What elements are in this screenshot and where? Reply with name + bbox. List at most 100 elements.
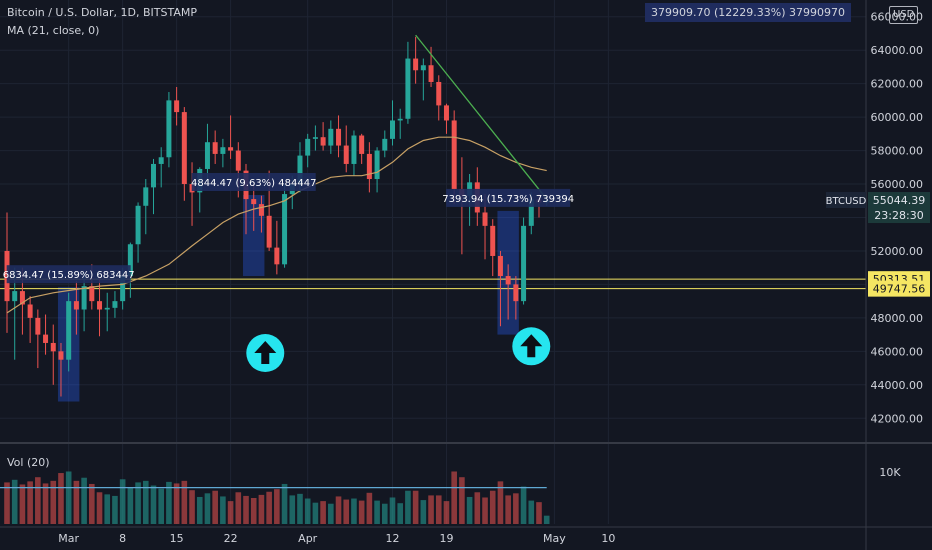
countdown-label: 23:28:30 (874, 209, 923, 222)
measurement-label-bg (446, 188, 571, 207)
y-tick-label: 42000.00 (871, 412, 924, 425)
volume-bar (412, 490, 419, 524)
volume-bar (335, 496, 342, 524)
volume-bar (420, 500, 427, 524)
candle-body (235, 150, 241, 171)
candle-body (212, 142, 218, 154)
volume-bar (235, 492, 242, 524)
x-tick-label: 15 (170, 532, 184, 545)
volume-bar (19, 484, 26, 524)
candle-body (204, 142, 210, 169)
volume-bar (158, 488, 164, 524)
volume-bar (227, 501, 234, 524)
candle-body (305, 138, 311, 156)
symbol-tag-label: BTCUSD (826, 196, 867, 207)
measurement-labels: 6834.47 (15.89%) 683447 4844.47 (9.63%) 4… (3, 173, 574, 284)
candle-body (382, 138, 388, 151)
candle-body (12, 291, 18, 302)
arrow-annotations[interactable] (246, 327, 551, 373)
y-tick-label: 48000.00 (871, 312, 924, 325)
candle-body (443, 105, 449, 121)
candle-body (251, 199, 257, 205)
y-tick-label: 58000.00 (871, 145, 924, 158)
candle-body (343, 145, 349, 164)
volume-bar (366, 492, 373, 524)
trendline-segment (415, 34, 548, 200)
candle-body (320, 137, 326, 146)
measurement-label: 6834.47 (15.89%) 683447 (3, 270, 135, 281)
volume-bar (96, 492, 103, 524)
volume-bar (35, 477, 41, 524)
volume-bar (142, 480, 149, 524)
volume-bar (135, 482, 141, 524)
candle-body (390, 120, 395, 139)
measurement-label: 7393.94 (15.73%) 739394 (442, 194, 574, 205)
volume-bar (50, 480, 57, 524)
up-arrow-icon[interactable] (246, 334, 285, 373)
volume-bar (89, 483, 95, 524)
volume-bar (381, 503, 388, 524)
hline-price-tag (868, 280, 930, 297)
volume-bar (520, 486, 527, 524)
candle-body (35, 317, 41, 335)
y-tick-label: 60000.00 (871, 111, 924, 124)
hline-price-tag-label: 49747.56 (873, 283, 926, 296)
y-tick-label: 64000.00 (871, 44, 924, 57)
indicator-label: MA (21, close, 0) (7, 24, 100, 37)
volume-bar (166, 481, 172, 524)
candle-body (19, 291, 25, 305)
chart-title: Bitcoin / U.S. Dollar, 1D, BITSTAMP (7, 6, 197, 19)
currency-badge[interactable]: USD (889, 6, 919, 24)
volume-bar (536, 502, 542, 524)
volume-bar (173, 483, 180, 524)
volume-bar (119, 479, 126, 524)
volume-bar (243, 495, 249, 524)
candle-body (150, 163, 156, 188)
volume-bar (443, 501, 450, 524)
volume-bar (343, 499, 350, 524)
x-tick-label: 19 (439, 532, 453, 545)
volume-bar (543, 515, 550, 524)
volume-bar (374, 500, 380, 524)
volume-bar (212, 490, 218, 524)
volume-bar (505, 495, 511, 524)
y-tick-label: 44000.00 (871, 379, 924, 392)
volume-bar (435, 495, 442, 524)
candle-body (436, 81, 442, 106)
volume-bar (274, 489, 280, 524)
arrow-shape (254, 341, 277, 365)
volume-bar (104, 494, 111, 524)
volume-bar (358, 500, 365, 524)
candle-body (351, 135, 357, 164)
candle-body (58, 351, 64, 360)
volume-bar (328, 503, 334, 524)
volume-bar (11, 479, 18, 524)
candle-body (266, 215, 272, 248)
candle-body (274, 247, 280, 265)
volume-bar (281, 483, 288, 524)
horizontal-lines[interactable] (0, 278, 866, 290)
volume-bar (112, 495, 118, 524)
candle-body (258, 204, 264, 216)
volume-bar (81, 477, 87, 524)
candle-body (112, 301, 118, 308)
volume-bar (451, 471, 457, 524)
candle-body (336, 128, 342, 146)
candle-body (158, 157, 164, 164)
candle-body (513, 284, 519, 302)
candle-body (482, 212, 488, 226)
volume-tick-label: 10K (879, 466, 901, 479)
candle-body (27, 304, 33, 318)
volume-bar (127, 487, 134, 524)
candle-body (104, 307, 110, 310)
trendline[interactable] (415, 34, 548, 200)
x-tick-label: 8 (119, 532, 126, 545)
volume-bar (320, 501, 326, 524)
y-tick-label: 46000.00 (871, 345, 924, 358)
volume-bar (297, 493, 303, 524)
stats-box: 379909.70 (12229.33%) 37990970 (645, 3, 851, 22)
candle-body (143, 187, 149, 206)
up-arrow-icon[interactable] (512, 327, 551, 366)
volume-bar (73, 480, 80, 524)
